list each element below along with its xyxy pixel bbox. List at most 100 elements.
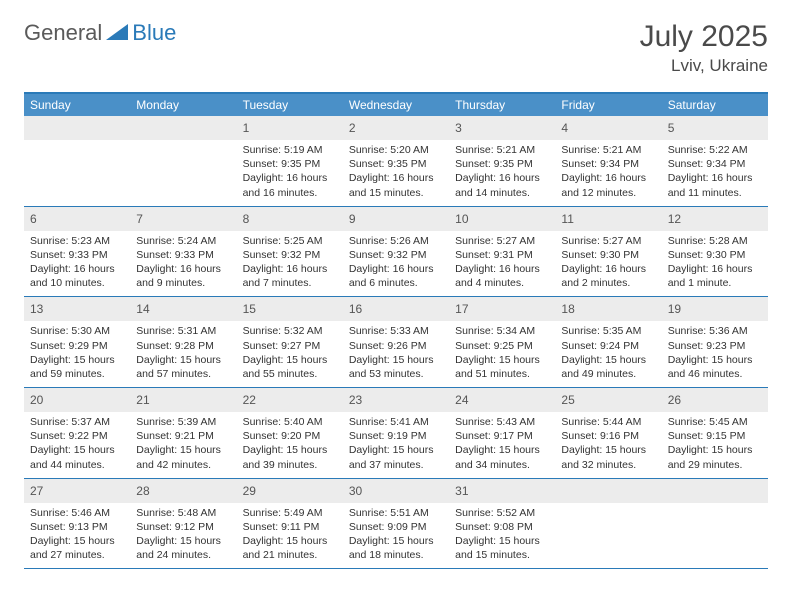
calendar-day: 29 Sunrise: 5:49 AMSunset: 9:11 PMDayligh… (237, 479, 343, 569)
calendar: SundayMondayTuesdayWednesdayThursdayFrid… (24, 92, 768, 569)
day-number: 7 (136, 212, 143, 226)
weekday-header: Monday (130, 94, 236, 116)
day-number-row: 21 (130, 388, 236, 412)
calendar-day: 31Sunrise: 5:52 AMSunset: 9:08 PMDayligh… (449, 479, 555, 569)
calendar-day: 25 Sunrise: 5:44 AMSunset: 9:16 PMDayligh… (555, 388, 661, 478)
day-number-row-empty (24, 116, 130, 140)
calendar-day: 3Sunrise: 5:21 AMSunset: 9:35 PMDaylight… (449, 116, 555, 206)
day-number-row: 12 (662, 207, 768, 231)
calendar-week: 13Sunrise: 5:30 AMSunset: 9:29 PMDayligh… (24, 297, 768, 388)
day-details: Sunrise: 5:22 AMSunset: 9:34 PMDaylight:… (662, 140, 768, 206)
calendar-day: 12Sunrise: 5:28 AMSunset: 9:30 PMDayligh… (662, 207, 768, 297)
day-number: 25 (561, 393, 574, 407)
day-details: Sunrise: 5:27 AMSunset: 9:31 PMDaylight:… (449, 231, 555, 297)
day-details: Sunrise: 5:51 AMSunset: 9:09 PMDaylight:… (343, 503, 449, 569)
day-details: Sunrise: 5:49 AMSunset: 9:11 PMDaylight:… (237, 503, 343, 569)
day-number-row: 31 (449, 479, 555, 503)
day-number-row: 27 (24, 479, 130, 503)
day-number: 8 (243, 212, 250, 226)
day-number-row: 29 (237, 479, 343, 503)
day-number-row-empty (555, 479, 661, 503)
day-number: 16 (349, 302, 362, 316)
day-number: 14 (136, 302, 149, 316)
calendar-day: 11Sunrise: 5:27 AMSunset: 9:30 PMDayligh… (555, 207, 661, 297)
day-number: 2 (349, 121, 356, 135)
day-number-row: 26 (662, 388, 768, 412)
weekday-header: Sunday (24, 94, 130, 116)
day-number-row: 20 (24, 388, 130, 412)
day-number: 18 (561, 302, 574, 316)
day-details: Sunrise: 5:19 AMSunset: 9:35 PMDaylight:… (237, 140, 343, 206)
day-number-row: 16 (343, 297, 449, 321)
calendar-day: 9 Sunrise: 5:26 AMSunset: 9:32 PMDaylight… (343, 207, 449, 297)
calendar-day: 14 Sunrise: 5:31 AMSunset: 9:28 PMDayligh… (130, 297, 236, 387)
day-number: 17 (455, 302, 468, 316)
day-number-row: 9 (343, 207, 449, 231)
day-number: 31 (455, 484, 468, 498)
day-number: 29 (243, 484, 256, 498)
header: General Blue July 2025 Lviv, Ukraine (0, 0, 792, 86)
day-number: 15 (243, 302, 256, 316)
day-number-row: 8 (237, 207, 343, 231)
calendar-day: 22Sunrise: 5:40 AMSunset: 9:20 PMDayligh… (237, 388, 343, 478)
day-number: 28 (136, 484, 149, 498)
title-block: July 2025 Lviv, Ukraine (640, 20, 768, 76)
day-details: Sunrise: 5:26 AMSunset: 9:32 PMDaylight:… (343, 231, 449, 297)
day-number: 9 (349, 212, 356, 226)
calendar-day: 18 Sunrise: 5:35 AMSunset: 9:24 PMDayligh… (555, 297, 661, 387)
day-number-row: 14 (130, 297, 236, 321)
day-number: 6 (30, 212, 37, 226)
day-number-row: 28 (130, 479, 236, 503)
day-number: 24 (455, 393, 468, 407)
day-details: Sunrise: 5:41 AMSunset: 9:19 PMDaylight:… (343, 412, 449, 478)
calendar-day-empty (555, 479, 661, 569)
day-number-row: 5 (662, 116, 768, 140)
day-details: Sunrise: 5:46 AMSunset: 9:13 PMDaylight:… (24, 503, 130, 569)
day-details: Sunrise: 5:31 AMSunset: 9:28 PMDaylight:… (130, 321, 236, 387)
day-number: 26 (668, 393, 681, 407)
calendar-day: 13Sunrise: 5:30 AMSunset: 9:29 PMDayligh… (24, 297, 130, 387)
day-details: Sunrise: 5:43 AMSunset: 9:17 PMDaylight:… (449, 412, 555, 478)
day-details: Sunrise: 5:39 AMSunset: 9:21 PMDaylight:… (130, 412, 236, 478)
day-number-row: 15 (237, 297, 343, 321)
day-details: Sunrise: 5:35 AMSunset: 9:24 PMDaylight:… (555, 321, 661, 387)
day-number-row: 22 (237, 388, 343, 412)
calendar-day: 23 Sunrise: 5:41 AMSunset: 9:19 PMDayligh… (343, 388, 449, 478)
day-number-row: 30 (343, 479, 449, 503)
day-number-row: 1 (237, 116, 343, 140)
day-number-row: 18 (555, 297, 661, 321)
calendar-day: 24 Sunrise: 5:43 AMSunset: 9:17 PMDayligh… (449, 388, 555, 478)
day-details: Sunrise: 5:21 AMSunset: 9:35 PMDaylight:… (449, 140, 555, 206)
day-number: 12 (668, 212, 681, 226)
day-details: Sunrise: 5:33 AMSunset: 9:26 PMDaylight:… (343, 321, 449, 387)
day-details: Sunrise: 5:27 AMSunset: 9:30 PMDaylight:… (555, 231, 661, 297)
weekday-header-row: SundayMondayTuesdayWednesdayThursdayFrid… (24, 94, 768, 116)
calendar-day: 8Sunrise: 5:25 AMSunset: 9:32 PMDaylight… (237, 207, 343, 297)
weekday-header: Friday (555, 94, 661, 116)
calendar-day: 16 Sunrise: 5:33 AMSunset: 9:26 PMDayligh… (343, 297, 449, 387)
day-number: 21 (136, 393, 149, 407)
day-number: 10 (455, 212, 468, 226)
calendar-day: 28Sunrise: 5:48 AMSunset: 9:12 PMDayligh… (130, 479, 236, 569)
day-number: 23 (349, 393, 362, 407)
logo: General Blue (24, 20, 176, 46)
page-title: July 2025 (640, 20, 768, 54)
day-number-row: 10 (449, 207, 555, 231)
calendar-day: 26 Sunrise: 5:45 AMSunset: 9:15 PMDayligh… (662, 388, 768, 478)
day-details: Sunrise: 5:44 AMSunset: 9:16 PMDaylight:… (555, 412, 661, 478)
calendar-day: 7Sunrise: 5:24 AMSunset: 9:33 PMDaylight… (130, 207, 236, 297)
calendar-day: 19Sunrise: 5:36 AMSunset: 9:23 PMDayligh… (662, 297, 768, 387)
day-details: Sunrise: 5:21 AMSunset: 9:34 PMDaylight:… (555, 140, 661, 206)
calendar-week: 6Sunrise: 5:23 AMSunset: 9:33 PMDaylight… (24, 207, 768, 298)
weeks-container: 1 Sunrise: 5:19 AMSunset: 9:35 PMDaylight… (24, 116, 768, 569)
day-number-row: 4 (555, 116, 661, 140)
calendar-day: 10 Sunrise: 5:27 AMSunset: 9:31 PMDayligh… (449, 207, 555, 297)
day-number: 27 (30, 484, 43, 498)
day-number-row: 7 (130, 207, 236, 231)
day-details: Sunrise: 5:45 AMSunset: 9:15 PMDaylight:… (662, 412, 768, 478)
day-number: 20 (30, 393, 43, 407)
day-number: 1 (243, 121, 250, 135)
day-number-row-empty (130, 116, 236, 140)
day-details: Sunrise: 5:30 AMSunset: 9:29 PMDaylight:… (24, 321, 130, 387)
day-number-row: 3 (449, 116, 555, 140)
